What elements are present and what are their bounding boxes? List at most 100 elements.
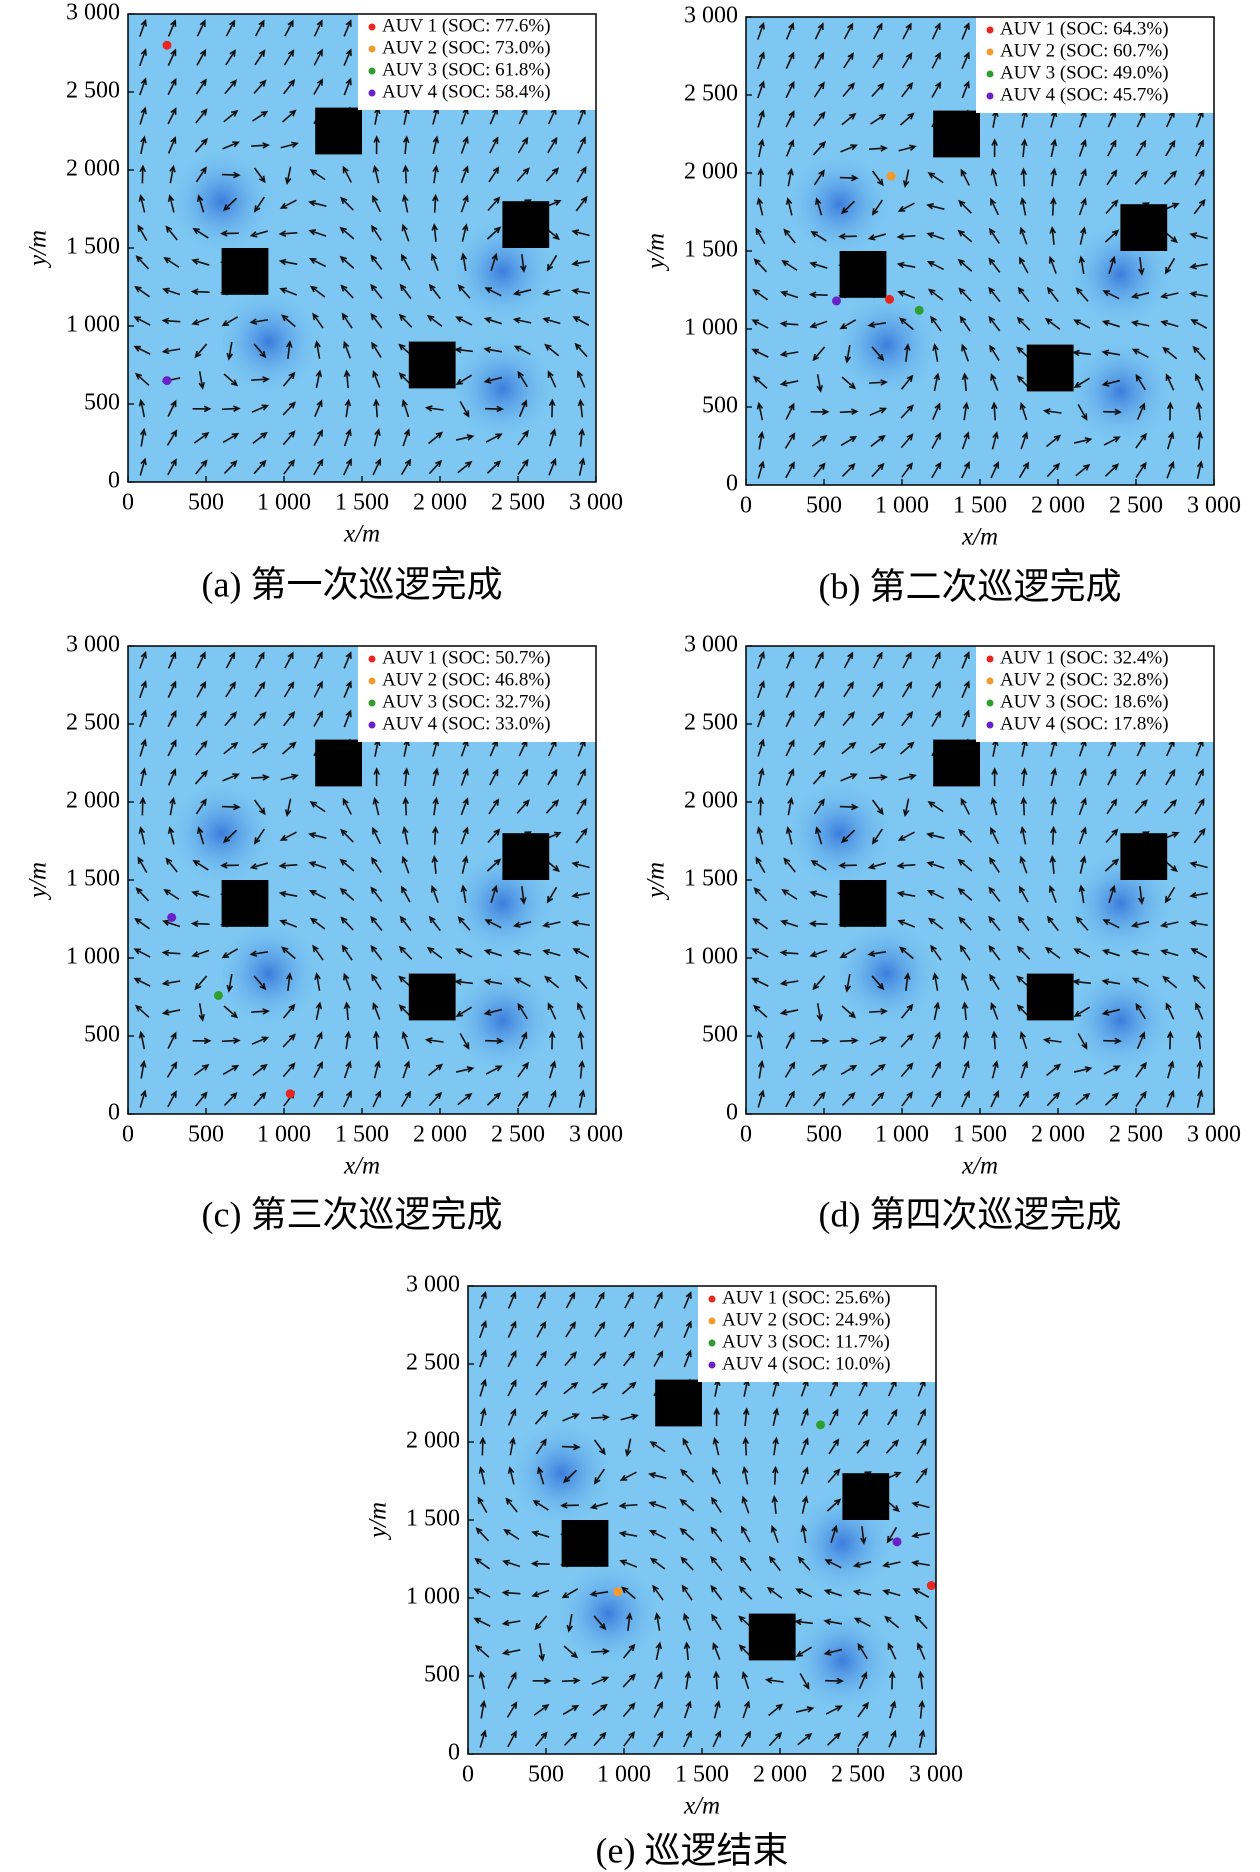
flow-arrow	[278, 890, 298, 898]
flow-arrow	[1018, 461, 1030, 479]
flow-arrow	[1101, 349, 1121, 357]
flow-arrow	[779, 320, 799, 328]
y-tick-label: 3 000	[684, 632, 738, 658]
vortex	[787, 1605, 898, 1716]
flow-arrow	[962, 1030, 970, 1050]
flow-arrow	[457, 916, 471, 931]
flow-arrow	[167, 739, 177, 757]
y-tick-label: 2 000	[66, 156, 120, 182]
flow-arrow	[1073, 1066, 1093, 1073]
flow-arrow	[139, 457, 147, 476]
flow-arrow	[1078, 197, 1087, 216]
flow-arrow	[577, 1030, 585, 1050]
flow-arrow	[488, 798, 500, 815]
flow-arrow	[282, 401, 296, 416]
x-tick-label: 2 000	[413, 490, 467, 516]
flow-arrow	[957, 887, 973, 901]
flow-arrow	[1164, 257, 1176, 275]
flow-arrow	[167, 19, 177, 37]
flow-arrow	[370, 944, 383, 961]
obstacle	[839, 880, 887, 927]
flow-arrow	[741, 1465, 749, 1485]
flow-arrow	[752, 375, 768, 389]
flow-arrow	[882, 1588, 901, 1597]
flow-arrow	[278, 862, 298, 869]
flow-arrow	[1020, 138, 1028, 158]
flow-arrow	[932, 972, 939, 991]
flow-arrow	[513, 977, 531, 988]
flow-arrow	[780, 919, 799, 928]
flow-arrow	[867, 233, 887, 241]
flow-arrow	[339, 858, 355, 872]
flow-arrow	[1135, 1061, 1147, 1078]
flow-arrow	[926, 260, 945, 271]
flow-arrow	[1078, 797, 1087, 816]
y-tick-label: 0	[726, 1100, 738, 1126]
flow-arrow	[285, 340, 293, 359]
flow-arrow	[903, 343, 911, 362]
flow-arrow	[253, 975, 267, 991]
flow-arrow	[1078, 255, 1086, 275]
y-tick-label: 1 500	[684, 237, 738, 263]
flow-arrow	[282, 1033, 296, 1048]
flow-arrow	[194, 975, 208, 991]
flow-arrow	[457, 1092, 473, 1106]
legend-box	[358, 14, 596, 110]
flow-arrow	[517, 136, 529, 154]
flow-arrow	[931, 1090, 942, 1108]
flow-arrow	[871, 975, 885, 991]
flow-arrow	[279, 831, 297, 841]
flow-arrow	[139, 1059, 147, 1079]
flow-arrow	[253, 711, 267, 726]
flow-arrow	[454, 346, 473, 354]
flow-arrow	[279, 919, 298, 928]
flow-arrow	[565, 1291, 576, 1309]
flow-arrow	[648, 1501, 667, 1509]
flow-arrow	[825, 1677, 844, 1685]
flow-arrow	[283, 49, 295, 66]
flow-arrow	[1050, 167, 1057, 187]
flow-arrow	[486, 226, 502, 240]
flow-arrow	[137, 224, 148, 242]
flow-arrow	[161, 979, 181, 987]
flow-arrow	[483, 1008, 503, 1016]
flow-arrow	[710, 1555, 723, 1572]
flow-arrow	[824, 1559, 842, 1569]
flow-arrow	[223, 1091, 238, 1107]
x-tick-label: 2 000	[1031, 1122, 1085, 1148]
y-tick-label: 1 500	[66, 234, 120, 260]
flow-arrow	[340, 196, 354, 211]
flow-arrow	[249, 230, 269, 238]
flow-arrow	[1101, 978, 1121, 986]
flow-arrow	[1104, 1092, 1120, 1106]
flow-arrow	[857, 1730, 869, 1747]
flow-arrow	[343, 1001, 351, 1021]
legend-label: AUV 1 (SOC: 64.3%)	[1000, 18, 1169, 39]
flow-arrow	[167, 826, 175, 845]
flow-arrow	[1103, 1037, 1122, 1045]
flow-arrow	[814, 197, 823, 216]
flow-arrow	[809, 949, 828, 958]
flow-arrow	[224, 79, 238, 95]
legend-marker	[368, 45, 376, 53]
flow-arrow	[1079, 855, 1087, 874]
flow-arrow	[887, 1408, 898, 1426]
flow-arrow	[165, 225, 178, 241]
legend-label: AUV 3 (SOC: 11.7%)	[722, 1331, 890, 1352]
flow-arrow	[1046, 1063, 1062, 1077]
flow-arrow	[373, 135, 380, 155]
flow-arrow	[402, 1060, 411, 1079]
flow-arrow	[313, 429, 324, 446]
flow-arrow	[532, 1499, 549, 1511]
x-tick-label: 0	[740, 493, 752, 519]
flow-arrow	[886, 1526, 898, 1544]
legend-label: AUV 3 (SOC: 18.6%)	[1000, 691, 1169, 712]
flow-arrow	[838, 862, 857, 869]
flow-arrow	[455, 1066, 475, 1073]
flow-arrow	[371, 973, 382, 991]
flow-arrow	[134, 917, 151, 930]
flow-arrow	[852, 1589, 872, 1596]
flow-arrow	[841, 1005, 857, 1019]
flow-arrow	[313, 1090, 324, 1108]
flow-arrow	[479, 1290, 487, 1309]
